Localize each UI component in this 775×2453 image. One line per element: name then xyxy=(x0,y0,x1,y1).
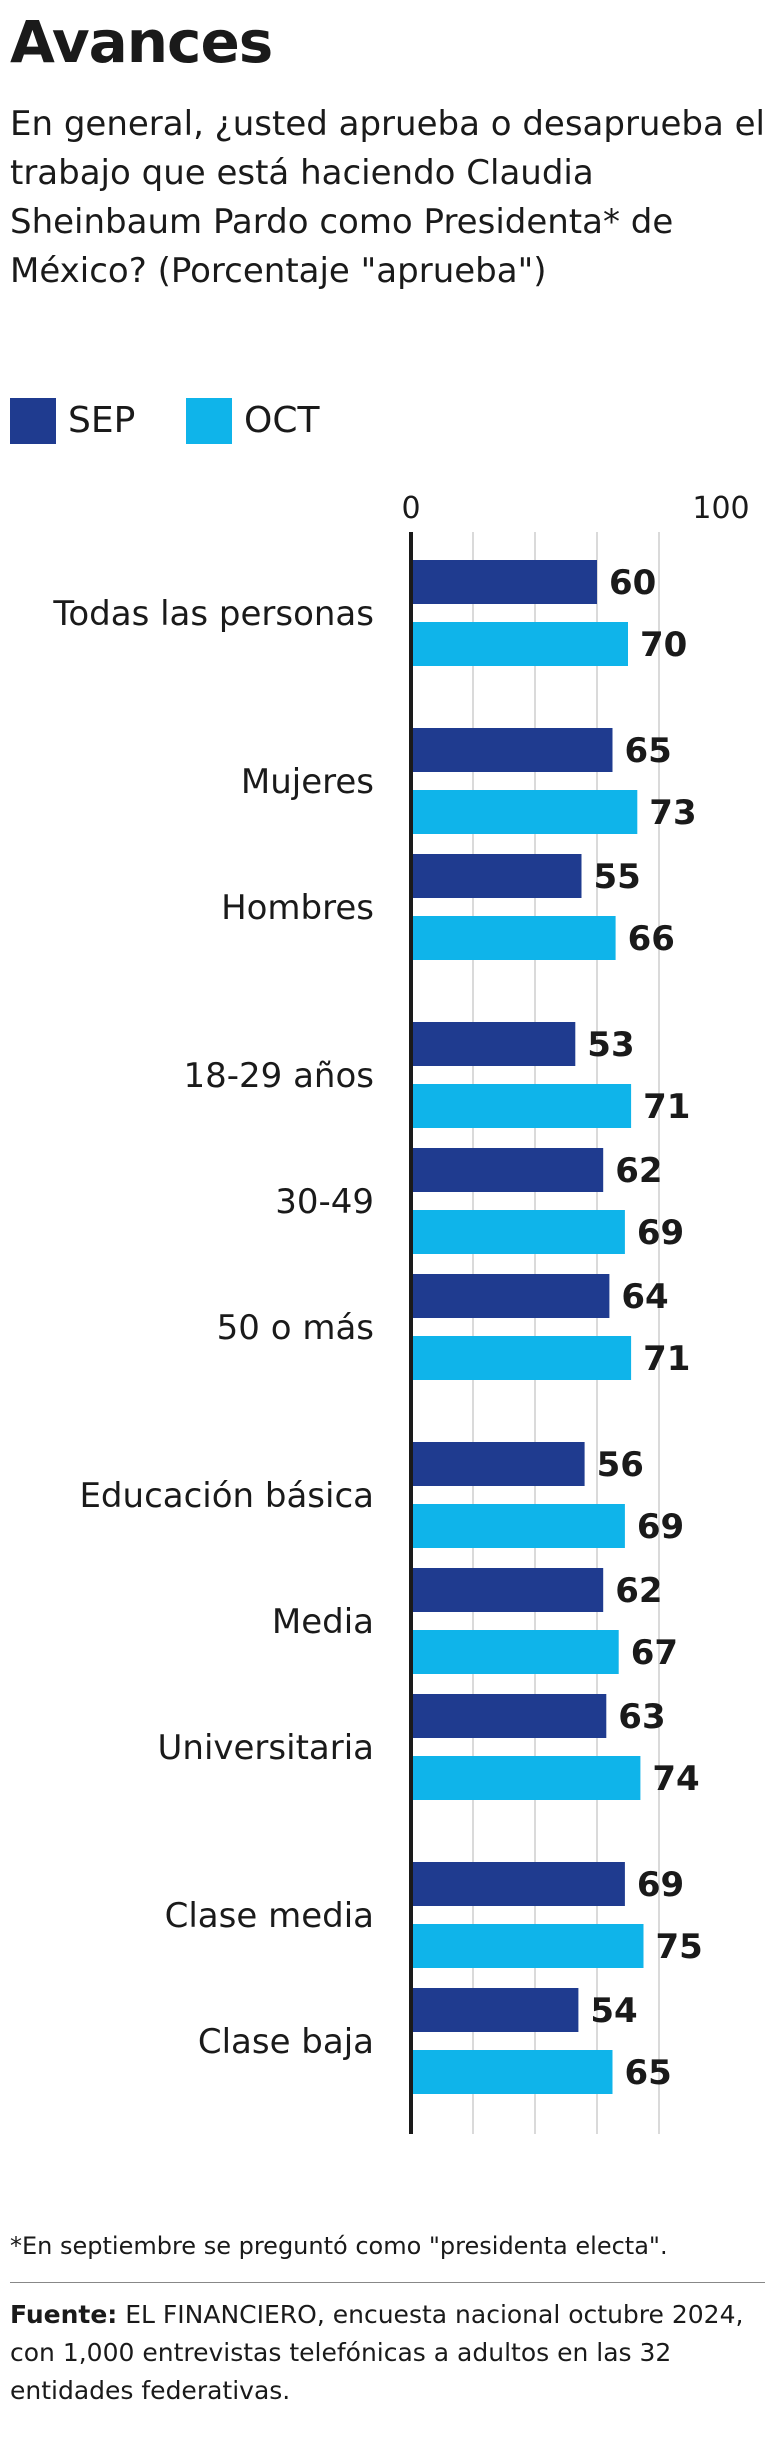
bar xyxy=(411,1630,619,1674)
bar-value-label: 64 xyxy=(621,1277,668,1317)
bar-value-label: 69 xyxy=(637,1507,684,1547)
category-label: 18-29 años xyxy=(183,1056,374,1096)
chart-title: Avances xyxy=(10,8,273,76)
bar xyxy=(411,1694,607,1738)
bar-value-label: 71 xyxy=(643,1339,690,1379)
bar xyxy=(411,1084,632,1128)
bar-value-label: 71 xyxy=(643,1087,690,1127)
bar xyxy=(411,1924,644,1968)
bar xyxy=(411,1756,641,1800)
bar xyxy=(411,1504,625,1548)
bar xyxy=(411,1022,576,1066)
bar-value-label: 73 xyxy=(649,793,696,833)
category-label: Mujeres xyxy=(241,762,374,802)
bar xyxy=(411,1274,610,1318)
category-label: Hombres xyxy=(221,888,374,928)
bar xyxy=(411,1148,604,1192)
category-label: Todas las personas xyxy=(52,594,374,634)
bar xyxy=(411,1988,579,2032)
bar xyxy=(411,560,597,604)
bar-value-label: 56 xyxy=(597,1445,644,1485)
x-tick-label: 0 xyxy=(401,491,420,526)
bar-value-label: 62 xyxy=(615,1151,662,1191)
source-note: Fuente: EL FINANCIERO, encuesta nacional… xyxy=(10,2296,770,2410)
bar-chart: 0 100 60 70 Todas las personas 65 73 Mujeres 55 6… xyxy=(52,491,750,2134)
category-label: 30-49 xyxy=(275,1182,374,1222)
bar-value-label: 63 xyxy=(618,1697,665,1737)
chart-question: En general, ¿usted aprueba o desaprueba … xyxy=(10,104,765,291)
category-label: 50 o más xyxy=(217,1308,374,1348)
divider xyxy=(10,2282,765,2283)
category-label: Clase baja xyxy=(198,2022,374,2062)
bar-value-label: 66 xyxy=(628,919,675,959)
bar-value-label: 55 xyxy=(594,857,641,897)
bar xyxy=(411,728,613,772)
bar-value-label: 75 xyxy=(656,1927,703,1967)
bar-value-label: 53 xyxy=(587,1025,634,1065)
category-label: Universitaria xyxy=(158,1728,374,1768)
bar-value-label: 62 xyxy=(615,1571,662,1611)
bar xyxy=(411,790,638,834)
category-label: Clase media xyxy=(165,1896,374,1936)
bar xyxy=(411,1862,625,1906)
bar xyxy=(411,2050,613,2094)
bar-value-label: 70 xyxy=(640,625,687,665)
bar xyxy=(411,1210,625,1254)
bar xyxy=(411,854,582,898)
bar xyxy=(411,1568,604,1612)
bar-value-label: 74 xyxy=(652,1759,699,1799)
bar-value-label: 60 xyxy=(609,563,656,603)
bar-value-label: 54 xyxy=(590,1991,637,2031)
bar-value-label: 69 xyxy=(637,1865,684,1905)
footnote: *En septiembre se preguntó como "preside… xyxy=(10,2232,668,2260)
category-label: Educación básica xyxy=(79,1476,374,1516)
bar xyxy=(411,916,616,960)
bar xyxy=(411,1442,585,1486)
legend-label-oct: OCT xyxy=(244,400,320,441)
source-label: Fuente: xyxy=(10,2300,118,2329)
bar-value-label: 65 xyxy=(625,2053,672,2093)
x-tick-label: 100 xyxy=(692,491,749,526)
legend-swatch-oct xyxy=(186,398,232,444)
bar-value-label: 65 xyxy=(625,731,672,771)
bar-value-label: 69 xyxy=(637,1213,684,1253)
legend-swatch-sep xyxy=(10,398,56,444)
source-text: EL FINANCIERO, encuesta nacional octubre… xyxy=(10,2300,744,2405)
bar xyxy=(411,622,628,666)
bar-value-label: 67 xyxy=(631,1633,678,1673)
bar xyxy=(411,1336,632,1380)
category-label: Media xyxy=(272,1602,374,1642)
legend-label-sep: SEP xyxy=(68,400,136,441)
